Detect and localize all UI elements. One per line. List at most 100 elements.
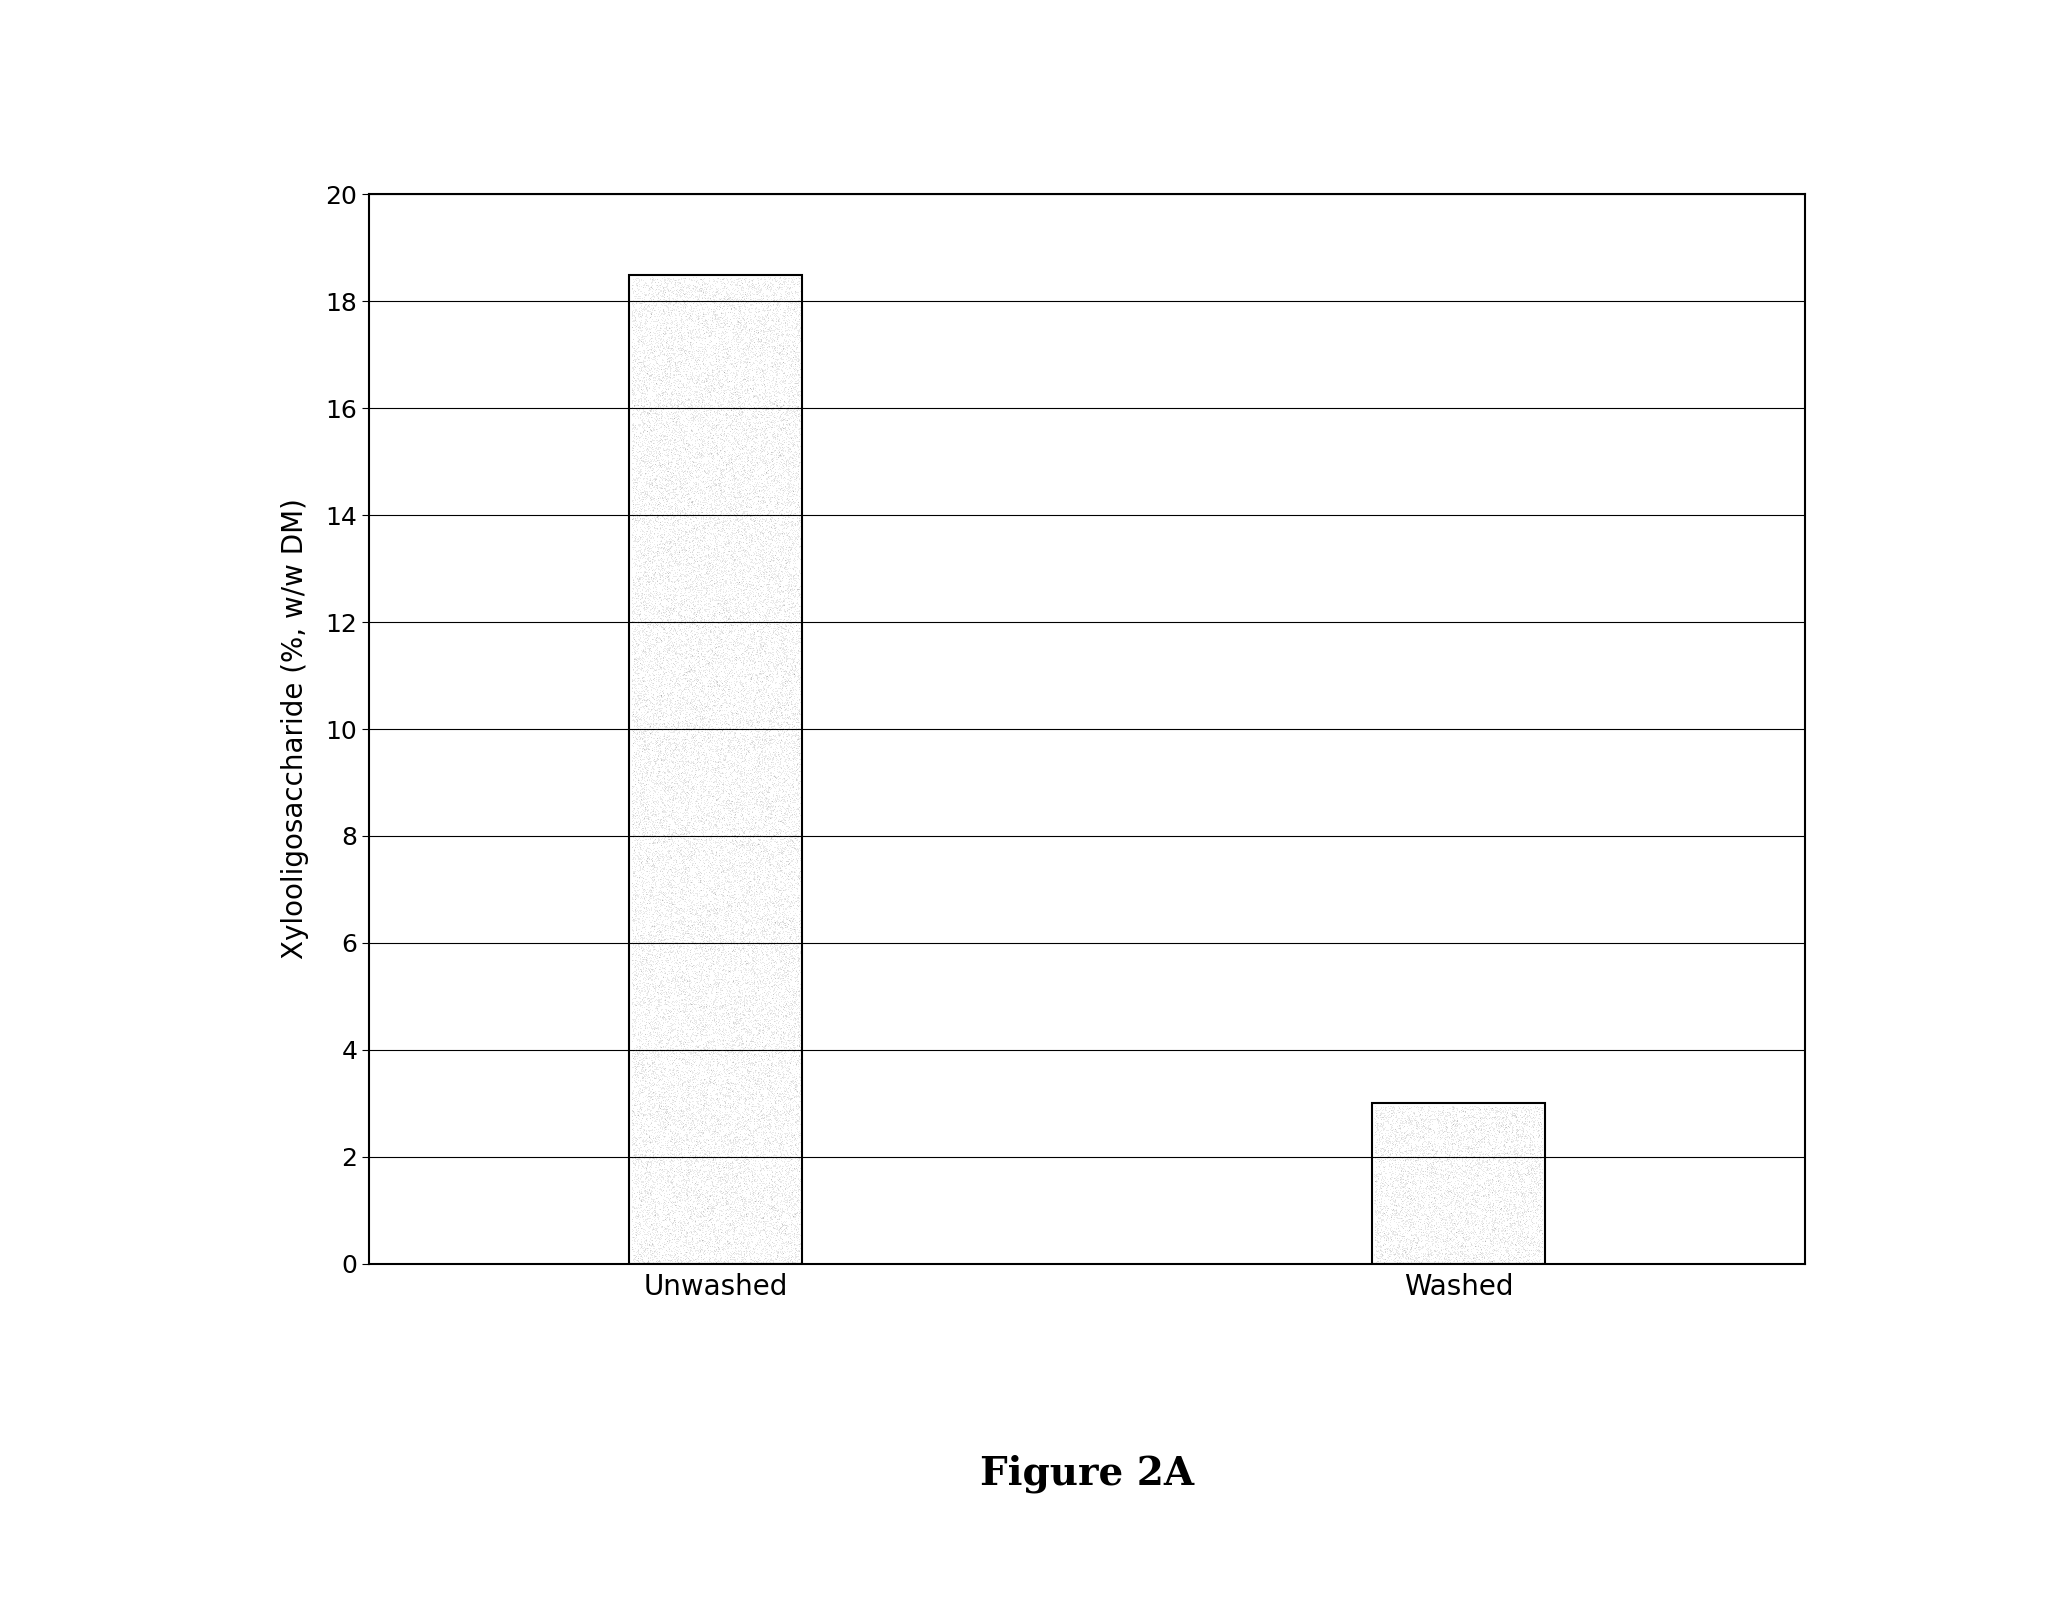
Point xyxy=(673,923,706,949)
Point xyxy=(695,912,728,938)
Point xyxy=(1423,1221,1456,1247)
Point xyxy=(749,842,781,868)
Point xyxy=(665,1097,697,1123)
Point xyxy=(749,850,781,876)
Point xyxy=(675,431,708,457)
Point xyxy=(1520,1160,1553,1186)
Point xyxy=(675,282,708,308)
Point xyxy=(722,395,755,421)
Point xyxy=(669,721,701,747)
Point xyxy=(677,298,710,324)
Point xyxy=(738,886,771,912)
Point xyxy=(771,781,804,807)
Point xyxy=(706,925,738,951)
Point xyxy=(636,1090,669,1116)
Point xyxy=(726,413,759,439)
Point xyxy=(626,1110,658,1136)
Point xyxy=(732,298,765,324)
Point xyxy=(773,930,806,956)
Point xyxy=(1403,1196,1436,1221)
Point xyxy=(740,758,773,784)
Point xyxy=(662,891,695,917)
Point xyxy=(650,583,683,609)
Point xyxy=(763,544,796,570)
Point xyxy=(771,635,804,661)
Point xyxy=(1366,1136,1399,1162)
Point xyxy=(716,930,749,956)
Point xyxy=(681,1183,714,1209)
Point xyxy=(773,1025,806,1051)
Point xyxy=(781,930,814,956)
Point xyxy=(669,436,701,462)
Point xyxy=(706,627,738,653)
Point xyxy=(1440,1139,1473,1165)
Point xyxy=(650,637,683,663)
Point xyxy=(742,580,775,606)
Point xyxy=(619,940,652,966)
Point xyxy=(1425,1162,1458,1187)
Point xyxy=(626,739,658,765)
Point xyxy=(1462,1213,1495,1239)
Point xyxy=(716,711,749,737)
Point xyxy=(712,494,745,520)
Point xyxy=(753,852,786,878)
Point xyxy=(722,531,755,557)
Point xyxy=(679,659,712,685)
Point xyxy=(1368,1155,1401,1181)
Point xyxy=(779,301,812,327)
Point xyxy=(638,750,671,776)
Point xyxy=(683,792,716,818)
Point xyxy=(773,925,806,951)
Point xyxy=(675,428,708,454)
Point xyxy=(1438,1209,1471,1234)
Point xyxy=(667,1000,699,1025)
Point xyxy=(693,813,726,839)
Point xyxy=(689,1178,722,1204)
Point xyxy=(722,700,755,726)
Point xyxy=(726,1115,759,1140)
Point xyxy=(621,348,654,374)
Point xyxy=(703,643,736,669)
Point xyxy=(671,1082,703,1108)
Point xyxy=(708,539,740,565)
Point xyxy=(652,1027,685,1053)
Point xyxy=(673,577,706,603)
Point xyxy=(722,470,755,496)
Point xyxy=(642,492,675,518)
Point xyxy=(767,910,800,936)
Point xyxy=(773,745,806,771)
Point xyxy=(644,954,677,980)
Point xyxy=(642,504,675,530)
Point xyxy=(685,1003,718,1029)
Point xyxy=(640,703,673,729)
Point xyxy=(1475,1228,1507,1254)
Point xyxy=(1466,1157,1499,1183)
Point xyxy=(763,1142,796,1168)
Point xyxy=(654,1042,687,1068)
Point xyxy=(753,846,786,872)
Point xyxy=(632,889,665,915)
Point xyxy=(675,991,708,1017)
Point xyxy=(753,1076,786,1102)
Point xyxy=(722,1137,755,1163)
Point xyxy=(779,1192,812,1218)
Point xyxy=(644,676,677,701)
Point xyxy=(650,893,683,919)
Point xyxy=(693,1183,726,1209)
Point xyxy=(1512,1234,1544,1260)
Point xyxy=(689,580,722,606)
Point xyxy=(1425,1100,1458,1126)
Point xyxy=(773,1071,806,1097)
Point xyxy=(650,1097,683,1123)
Point xyxy=(767,1111,800,1137)
Point xyxy=(656,332,689,358)
Point xyxy=(759,502,792,528)
Point xyxy=(615,387,648,413)
Point xyxy=(781,316,814,342)
Point xyxy=(738,661,771,687)
Point xyxy=(765,531,798,557)
Point xyxy=(646,841,679,867)
Point xyxy=(749,727,781,753)
Point xyxy=(775,711,808,737)
Point xyxy=(626,442,658,468)
